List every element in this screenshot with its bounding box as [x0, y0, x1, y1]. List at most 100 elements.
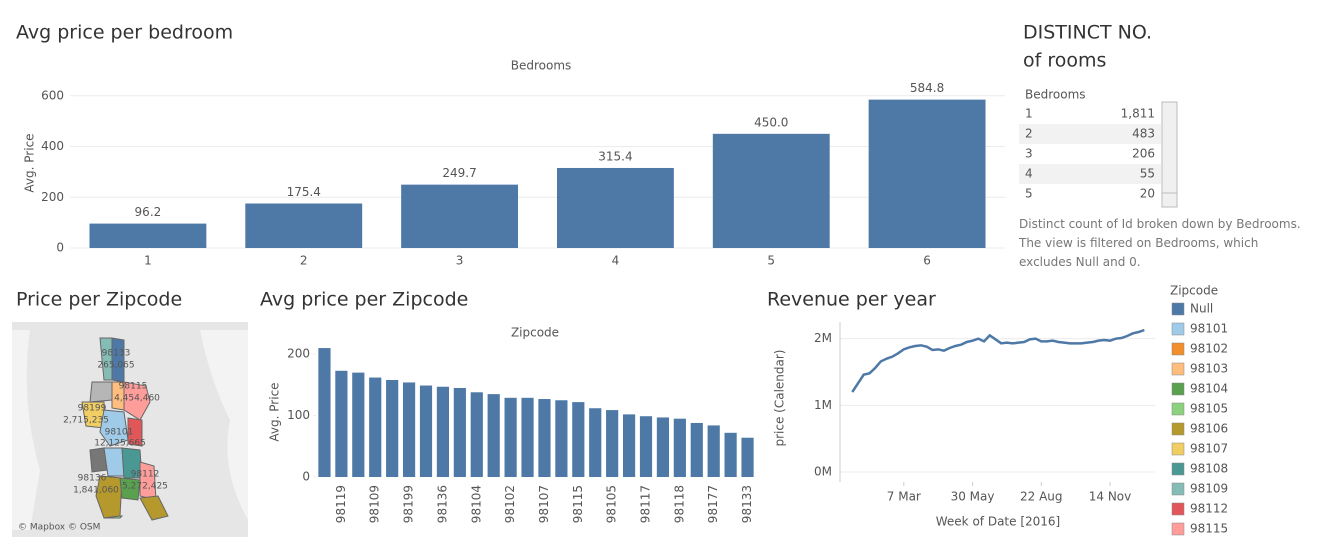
- region: [119, 477, 141, 501]
- y-tick-label: 1M: [814, 398, 832, 412]
- table-cell: 206: [1132, 147, 1155, 161]
- bar: [690, 422, 703, 477]
- bar: [622, 414, 636, 477]
- bar: [868, 99, 986, 248]
- y-axis-title: price (Calendar): [773, 349, 787, 446]
- table-cell: 20: [1140, 187, 1155, 201]
- bar: [556, 167, 674, 248]
- y-tick-label: 100: [287, 408, 310, 422]
- bar: [589, 408, 602, 477]
- legend-label: 98105: [1190, 402, 1228, 416]
- x-tick-label: 98177: [706, 485, 720, 523]
- x-tick-label: 98105: [605, 485, 619, 523]
- legend-label: 98108: [1190, 462, 1228, 476]
- x-tick-label: 98102: [503, 485, 517, 523]
- bar: [673, 418, 686, 477]
- x-tick-label: 98199: [402, 485, 416, 523]
- legend-label: 98109: [1190, 482, 1228, 496]
- y-tick-label: 200: [287, 347, 310, 361]
- region: [127, 417, 143, 447]
- x-tick-label: 98133: [740, 485, 754, 523]
- x-tick-label: 98104: [469, 485, 483, 523]
- table-cell: 4: [1025, 167, 1033, 181]
- legend-label: 98107: [1190, 442, 1228, 456]
- x-tick-label: 98107: [537, 485, 551, 523]
- bar: [712, 133, 830, 248]
- x-tick-label: 3: [456, 254, 464, 268]
- bar: [639, 416, 653, 477]
- bar: [436, 386, 450, 477]
- legend-swatch: [1171, 482, 1185, 496]
- region: [103, 515, 124, 519]
- map-price: 4,454,460: [114, 394, 160, 404]
- x-tick-label: 6: [923, 254, 931, 268]
- table-header: Bedrooms: [1025, 88, 1086, 102]
- bar: [335, 370, 348, 477]
- x-tick-label: 7 Mar: [887, 490, 921, 504]
- x-tick-label: 5: [767, 254, 775, 268]
- y-tick-label: 200: [41, 190, 64, 204]
- x-tick-label: 22 Aug: [1020, 490, 1063, 504]
- bar: [453, 387, 466, 477]
- data-label: 96.2: [135, 205, 162, 219]
- bar: [352, 372, 365, 477]
- bar: [724, 432, 737, 477]
- x-tick-label: 30 May: [951, 490, 995, 504]
- x-tick-label: 14 Nov: [1089, 490, 1132, 504]
- chart-title: Revenue per year: [767, 289, 936, 311]
- bar: [369, 377, 382, 477]
- y-tick-label: 2M: [814, 331, 832, 345]
- map-title: Price per Zipcode: [16, 289, 182, 311]
- x-tick-label: 98118: [672, 485, 686, 523]
- bar: [470, 392, 483, 477]
- legend-swatch: [1171, 462, 1185, 476]
- legend-swatch: [1171, 502, 1185, 516]
- table-cell: 5: [1025, 187, 1033, 201]
- x-tick-label: 98119: [334, 485, 348, 523]
- bar: [386, 379, 399, 477]
- region: [139, 495, 169, 521]
- y-tick-label: 0: [56, 241, 64, 255]
- x-tick-label: 2: [300, 254, 308, 268]
- map-price: 12,125,665: [94, 439, 146, 449]
- bar: [555, 400, 568, 477]
- x-tick-label: 98117: [639, 485, 653, 523]
- bar: [521, 397, 534, 477]
- region: [103, 447, 125, 477]
- data-label: 315.4: [598, 149, 632, 163]
- y-tick-label: 600: [41, 88, 64, 102]
- y-tick-label: 0: [302, 470, 310, 484]
- table-title: of rooms: [1023, 50, 1106, 72]
- row-band: [1019, 164, 1161, 184]
- legend-swatch: [1171, 442, 1185, 456]
- x-tick-label: 1: [144, 254, 152, 268]
- y-tick-label: 0M: [814, 465, 832, 479]
- column-header: Zipcode: [511, 326, 559, 340]
- map-zipcode: 98112: [131, 470, 160, 480]
- data-label: 175.4: [287, 185, 321, 199]
- data-label: 450.0: [754, 115, 788, 129]
- chart-title: Avg price per bedroom: [16, 22, 233, 44]
- map-price: 2,715,235: [63, 416, 109, 426]
- map-price: 1,841,060: [73, 486, 119, 496]
- region: [89, 381, 113, 403]
- bar: [656, 417, 670, 477]
- table-cell: 1,811: [1121, 107, 1155, 121]
- legend-swatch: [1171, 382, 1185, 396]
- map-price: 265,065: [97, 361, 134, 371]
- legend-swatch: [1171, 362, 1185, 376]
- row-band: [1019, 124, 1161, 144]
- table-cell: 3: [1025, 147, 1033, 161]
- table-cell: 1: [1025, 107, 1033, 121]
- bar: [707, 425, 720, 477]
- map-zipcode: 98199: [78, 404, 107, 414]
- legend-title: Zipcode: [1170, 284, 1218, 298]
- legend-label: 98112: [1190, 502, 1228, 516]
- legend-label: 98106: [1190, 422, 1228, 436]
- table-caption: Distinct count of Id broken down by Bedr…: [1019, 217, 1301, 269]
- bar: [487, 394, 500, 477]
- legend-swatch: [1171, 522, 1185, 536]
- legend-swatch: [1171, 422, 1185, 436]
